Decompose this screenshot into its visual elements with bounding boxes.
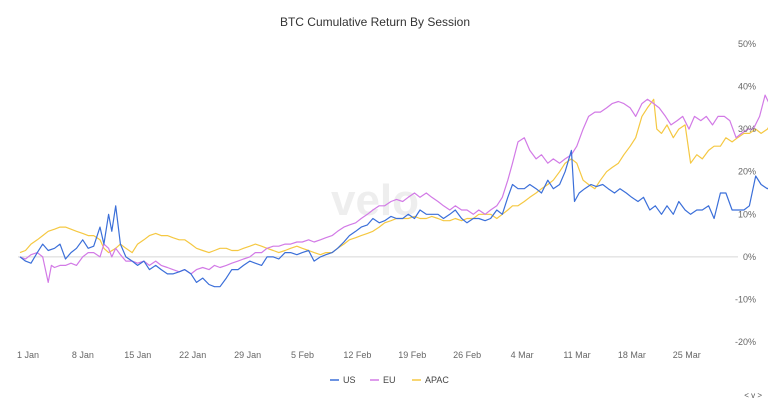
x-tick-label: 25 Mar (673, 350, 701, 360)
range-control[interactable]: < v > (744, 391, 762, 400)
x-axis: 1 Jan 8 Jan 15 Jan 22 Jan 29 Jan 5 Feb 12 Feb 1… (17, 350, 701, 360)
x-tick-label: 29 Jan (234, 350, 261, 360)
x-tick-label: 15 Jan (124, 350, 151, 360)
x-tick-label: 26 Feb (453, 350, 481, 360)
y-tick-label: 10% (738, 209, 756, 219)
watermark: velo (331, 176, 419, 225)
legend-label: APAC (425, 375, 449, 385)
series-layer (19, 94, 768, 288)
y-axis: 50% 40% 30% 20% 10% 0% -10% -20% (735, 39, 756, 347)
x-tick-label: 1 Jan (17, 350, 39, 360)
y-tick-label: -10% (735, 294, 756, 304)
y-tick-label: 0% (743, 252, 756, 262)
series-line-us (19, 149, 768, 288)
x-tick-label: 18 Mar (618, 350, 646, 360)
y-tick-label: 30% (738, 124, 756, 134)
y-tick-label: 50% (738, 39, 756, 49)
x-tick-label: 5 Feb (291, 350, 314, 360)
y-tick-label: -20% (735, 337, 756, 347)
y-tick-label: 20% (738, 167, 756, 177)
legend-item-apac[interactable]: APAC (412, 375, 449, 385)
x-tick-label: 12 Feb (343, 350, 371, 360)
legend-item-eu[interactable]: EU (370, 375, 396, 385)
legend: US EU APAC (330, 375, 449, 385)
y-tick-label: 40% (738, 82, 756, 92)
legend-item-us[interactable]: US (330, 375, 356, 385)
x-tick-label: 22 Jan (179, 350, 206, 360)
x-tick-label: 8 Jan (72, 350, 94, 360)
x-tick-label: 19 Feb (398, 350, 426, 360)
legend-label: US (343, 375, 356, 385)
x-tick-label: 11 Mar (563, 350, 590, 360)
x-tick-label: 4 Mar (511, 350, 534, 360)
chart-title: BTC Cumulative Return By Session (280, 15, 470, 29)
legend-label: EU (383, 375, 396, 385)
